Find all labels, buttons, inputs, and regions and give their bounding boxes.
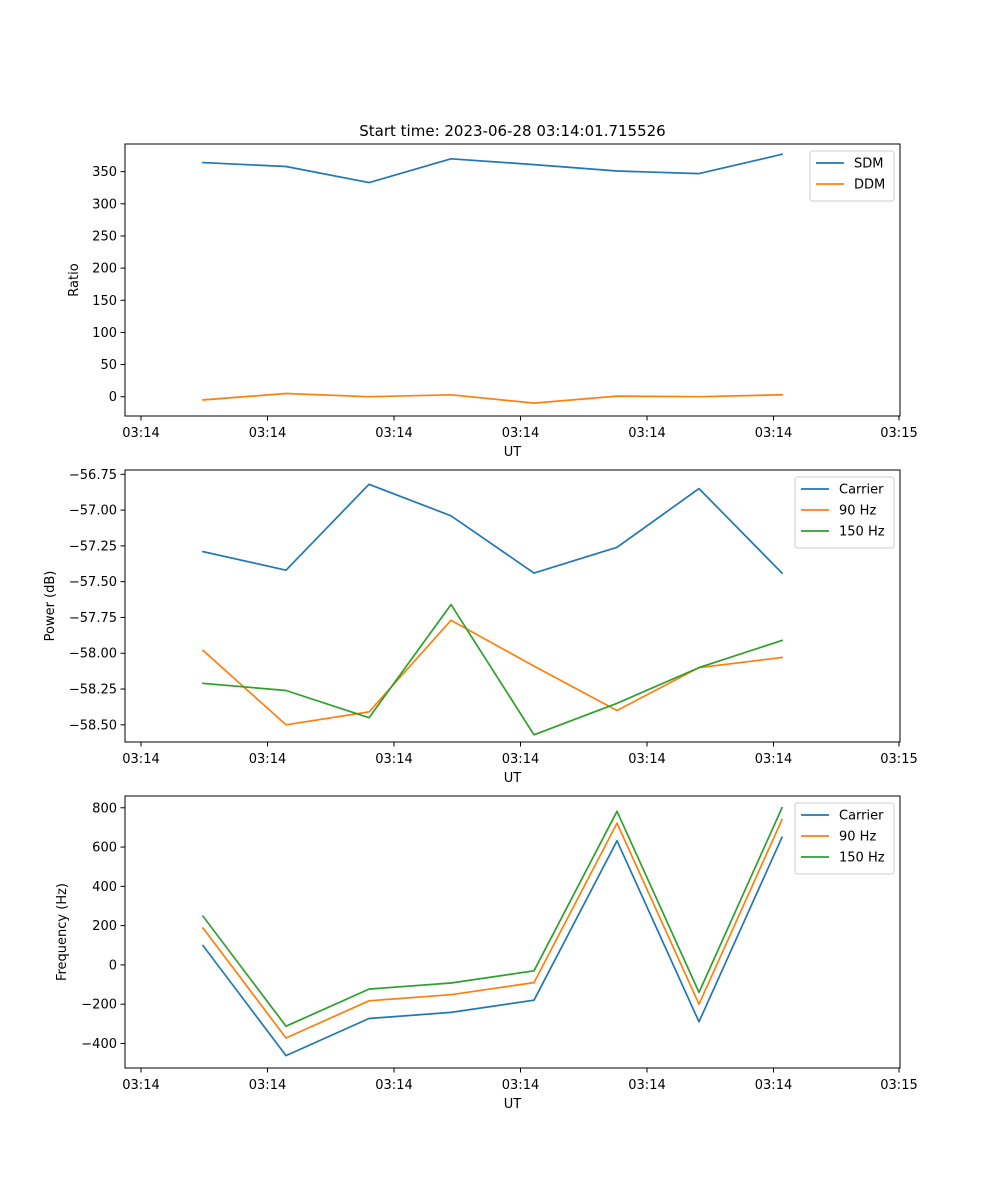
y-tick-label: 50 [100,358,117,373]
y-tick-label: −56.75 [69,468,117,483]
x-tick-label: 03:14 [628,752,665,767]
series-line-90-hz [201,818,784,1039]
x-tick-label: 03:14 [249,1078,286,1093]
legend-label-carrier: Carrier [839,809,884,824]
y-tick-label: −58.00 [69,647,117,662]
series-line-150-hz [201,806,784,1028]
y-tick-label: 0 [109,390,117,405]
x-tick-label: 03:14 [502,426,539,441]
y-tick-label: −58.50 [69,718,117,733]
y-tick-label: 300 [92,197,117,212]
legend-label-150-hz: 150 Hz [839,525,885,540]
y-tick-label: 600 [92,841,117,856]
x-tick-label: 03:14 [249,752,286,767]
y-axis-label: Power (dB) [43,571,58,642]
y-tick-label: −57.75 [69,611,117,626]
x-axis-label: UT [504,771,522,786]
y-axis-label: Frequency (Hz) [55,883,70,981]
series-line-sdm [202,153,784,184]
y-tick-label: −57.25 [69,539,117,554]
y-tick-label: −57.00 [69,504,117,519]
y-tick-label: 0 [109,958,117,973]
y-tick-label: 150 [92,294,117,309]
axes-frame [124,795,901,1069]
axes-frame [124,143,901,417]
x-tick-label: 03:14 [502,752,539,767]
x-tick-label: 03:15 [880,752,917,767]
y-tick-label: −57.50 [69,575,117,590]
series-line-90-hz [201,619,783,726]
x-tick-label: 03:14 [375,426,412,441]
y-tick-label: 400 [92,880,117,895]
series-line-150-hz [202,603,784,736]
legend-label-carrier: Carrier [839,483,884,498]
x-tick-label: 03:14 [502,1078,539,1093]
legend-label-sdm: SDM [854,157,883,172]
y-tick-label: −58.25 [69,683,117,698]
chart-title: Start time: 2023-06-28 03:14:01.715526 [359,122,665,140]
series-line-ddm [202,392,783,404]
x-tick-label: 03:14 [375,752,412,767]
x-tick-label: 03:14 [628,426,665,441]
y-tick-label: 800 [92,801,117,816]
x-tick-label: 03:15 [880,1078,917,1093]
y-tick-label: 250 [92,229,117,244]
x-tick-label: 03:14 [628,1078,665,1093]
x-tick-label: 03:14 [375,1078,412,1093]
axes-frame [124,469,901,743]
x-tick-label: 03:14 [755,426,792,441]
x-tick-label: 03:15 [880,426,917,441]
series-line-carrier [201,483,784,575]
y-tick-label: 350 [92,165,117,180]
y-tick-label: 100 [92,326,117,341]
y-tick-label: −400 [81,1037,117,1052]
legend-label-90-hz: 90 Hz [839,830,876,845]
x-tick-label: 03:14 [249,426,286,441]
x-axis-label: UT [504,1097,522,1112]
series-line-carrier [201,836,784,1057]
y-tick-label: −200 [81,998,117,1013]
x-tick-label: 03:14 [755,752,792,767]
chart-panel-3: 03:14 03:14 03:14 03:14 03:14 03:14 03:15 −400 −… [55,795,918,1112]
x-tick-label: 03:14 [755,1078,792,1093]
x-tick-label: 03:14 [122,426,159,441]
chart-panel-2: 03:14 03:14 03:14 03:14 03:14 03:14 03:15 −58.5… [43,468,918,786]
y-tick-label: 200 [92,919,117,934]
y-tick-label: 200 [92,262,117,277]
legend-label-ddm: DDM [854,178,885,193]
x-tick-label: 03:14 [122,1078,159,1093]
chart-panel-1: 03:14 03:14 03:14 03:14 03:14 03:14 03:15 0 50 10… [67,143,918,460]
legend-label-150-hz: 150 Hz [839,851,885,866]
x-axis-label: UT [504,445,522,460]
legend-label-90-hz: 90 Hz [839,504,876,519]
x-tick-label: 03:14 [122,752,159,767]
y-axis-label: Ratio [67,263,82,296]
